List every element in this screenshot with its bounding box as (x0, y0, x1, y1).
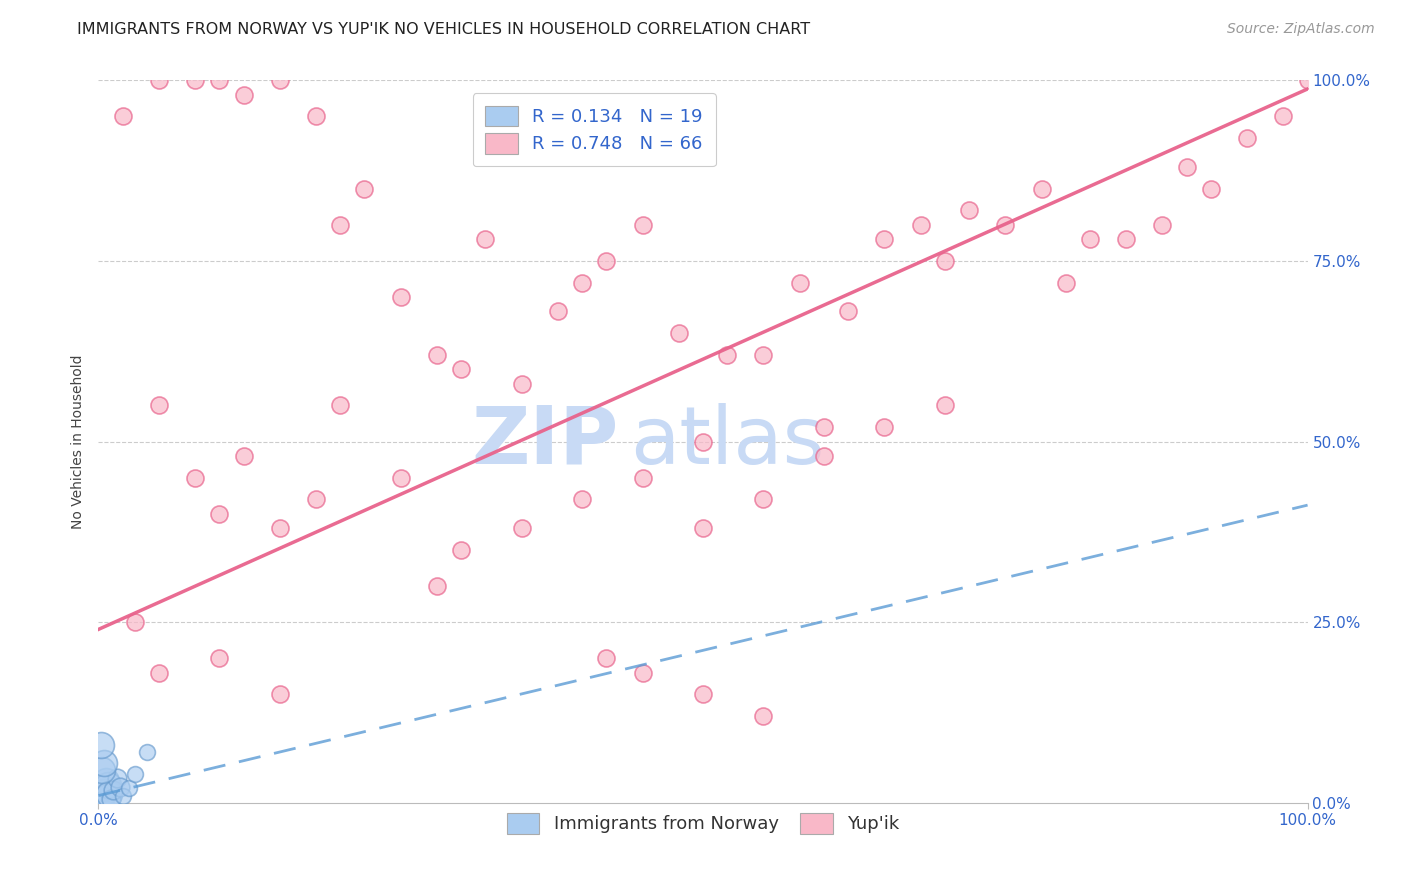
Point (269, 687, 291, 701)
Point (91, 789, 114, 803)
Point (813, 449, 835, 463)
Text: IMMIGRANTS FROM NORWAY VS YUP'IK NO VEHICLES IN HOUSEHOLD CORRELATION CHART: IMMIGRANTS FROM NORWAY VS YUP'IK NO VEHI… (77, 22, 810, 37)
Point (1175, 160, 1198, 174)
Point (93, 756, 115, 770)
Point (1272, 109, 1295, 123)
Point (232, 449, 254, 463)
Point (1199, 182, 1222, 196)
Point (631, 471, 654, 485)
Point (329, 218, 352, 232)
Text: atlas: atlas (630, 402, 825, 481)
Point (547, 304, 569, 318)
Point (571, 492, 593, 507)
Point (752, 492, 775, 507)
Point (716, 348, 738, 362)
Point (148, 665, 170, 680)
Point (1236, 131, 1258, 145)
Point (105, 771, 128, 785)
Point (329, 398, 352, 412)
Point (873, 232, 896, 246)
Point (1078, 232, 1101, 246)
Point (934, 398, 956, 412)
Point (957, 203, 980, 218)
Text: ZIP: ZIP (471, 402, 619, 481)
Point (111, 789, 134, 803)
Point (269, 521, 291, 535)
Point (426, 579, 449, 593)
Point (91, 764, 114, 778)
Point (994, 218, 1017, 232)
Point (91, 781, 114, 796)
Point (124, 615, 146, 630)
Point (450, 362, 472, 376)
Point (1054, 276, 1077, 290)
Point (668, 326, 690, 341)
Point (305, 109, 328, 123)
Point (1115, 232, 1137, 246)
Point (184, 73, 207, 87)
Point (389, 471, 412, 485)
Point (631, 665, 654, 680)
Point (97, 778, 120, 792)
Point (510, 521, 533, 535)
Y-axis label: No Vehicles in Household: No Vehicles in Household (72, 354, 86, 529)
Point (269, 73, 291, 87)
Point (789, 276, 811, 290)
Point (752, 348, 775, 362)
Point (305, 492, 328, 507)
Point (571, 276, 593, 290)
Point (108, 780, 131, 794)
Point (426, 348, 449, 362)
Point (837, 304, 859, 318)
Point (124, 767, 146, 781)
Point (208, 73, 231, 87)
Point (93, 785, 115, 799)
Legend: Immigrants from Norway, Yup'ik: Immigrants from Norway, Yup'ik (496, 802, 910, 845)
Point (873, 420, 896, 434)
Point (111, 109, 134, 123)
Point (474, 232, 496, 246)
Point (910, 218, 932, 232)
Point (353, 182, 375, 196)
Point (510, 376, 533, 391)
Point (692, 521, 714, 535)
Point (94, 774, 117, 789)
Point (813, 420, 835, 434)
Point (631, 218, 654, 232)
Point (96, 790, 118, 805)
Point (208, 507, 231, 521)
Point (100, 792, 122, 806)
Point (98, 787, 121, 801)
Point (90, 738, 112, 752)
Point (752, 709, 775, 723)
Point (692, 687, 714, 701)
Point (450, 542, 472, 557)
Point (90, 792, 112, 806)
Point (692, 434, 714, 449)
Point (208, 651, 231, 665)
Point (148, 73, 170, 87)
Point (135, 745, 157, 759)
Point (595, 253, 617, 268)
Text: Source: ZipAtlas.com: Source: ZipAtlas.com (1227, 22, 1375, 37)
Point (118, 781, 141, 796)
Point (184, 471, 207, 485)
Point (1296, 73, 1319, 87)
Point (1152, 218, 1174, 232)
Point (389, 290, 412, 304)
Point (101, 782, 124, 797)
Point (934, 253, 956, 268)
Point (232, 87, 254, 102)
Point (595, 651, 617, 665)
Point (148, 398, 170, 412)
Point (1031, 182, 1053, 196)
